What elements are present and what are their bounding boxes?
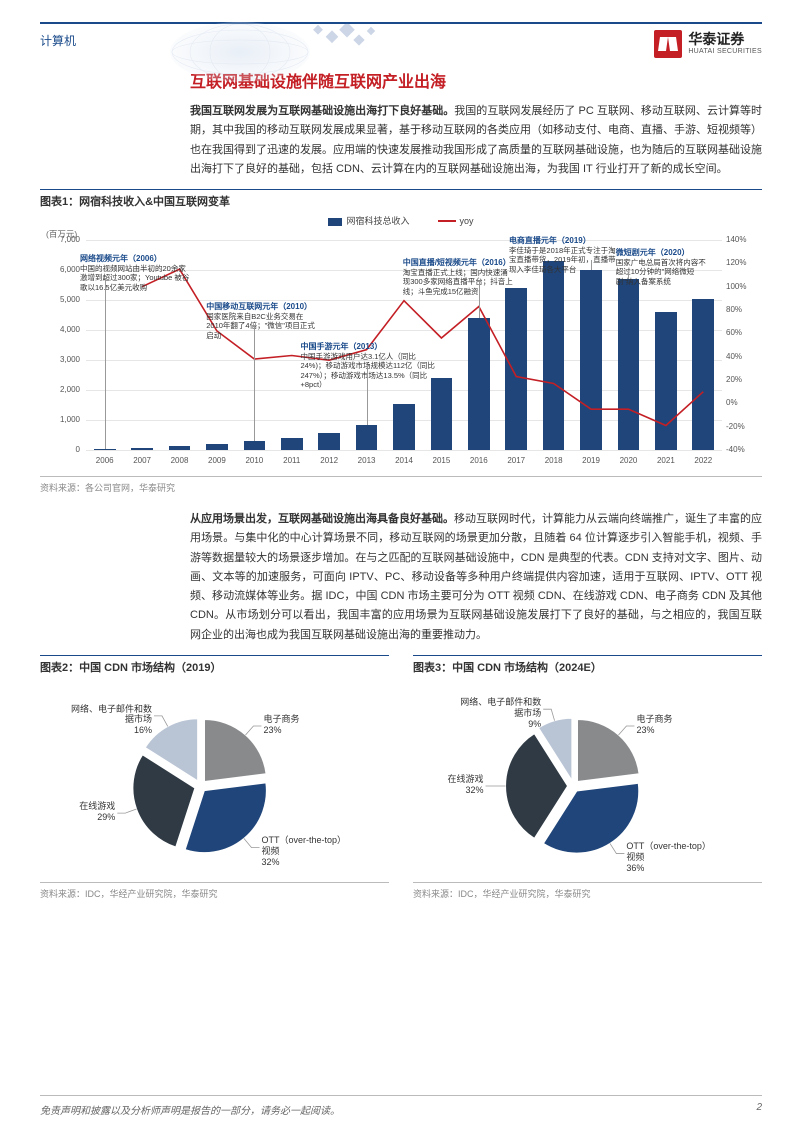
bar: [281, 438, 303, 450]
x-tick: 2011: [275, 456, 309, 465]
chart1-area: (百万元) 网宿科技总收入 yoy 01,0002,0003,0004,0005…: [40, 212, 762, 472]
chart1-title: 图表1：网宿科技收入&中国互联网变革: [40, 189, 762, 212]
bar: [580, 270, 602, 450]
x-tick: 2009: [200, 456, 234, 465]
bar: [393, 404, 415, 450]
bar: [356, 425, 378, 450]
bar: [655, 312, 677, 450]
bar: [543, 261, 565, 450]
bar: [169, 446, 191, 450]
footer-disclaimer: 免责声明和披露以及分析师声明是报告的一部分，请务必一起阅读。: [40, 1102, 340, 1117]
y-left-tick: 7,000: [46, 235, 80, 244]
top-border: [40, 22, 762, 24]
x-tick: 2018: [537, 456, 571, 465]
x-tick: 2020: [611, 456, 645, 465]
chart2-area: 电子商务23%OTT（over-the-top）视频32%在线游戏29%网络、电…: [40, 678, 389, 878]
x-tick: 2017: [499, 456, 533, 465]
para1-lead: 我国互联网发展为互联网基础设施出海打下良好基础。: [190, 105, 454, 117]
chart1-source: 资料来源：各公司官网，华泰研究: [40, 476, 762, 496]
bar: [244, 441, 266, 450]
x-tick: 2007: [125, 456, 159, 465]
para2-lead: 从应用场景出发，互联网基础设施出海具备良好基础。: [190, 513, 454, 525]
bar: [505, 288, 527, 450]
x-tick: 2010: [237, 456, 271, 465]
chart1-legend: 网宿科技总收入 yoy: [40, 214, 762, 227]
brand-logo: 华泰证券 HUATAI SECURITIES: [654, 30, 762, 58]
bar: [206, 444, 228, 450]
x-tick: 2015: [424, 456, 458, 465]
header-category: 计算机: [40, 30, 76, 49]
chart3-source: 资料来源：IDC，华经产业研究院，华泰研究: [413, 882, 762, 902]
y-right-tick: 140%: [726, 235, 760, 244]
bar: [318, 433, 340, 450]
page-header: 计算机 华泰证券 HUATAI SECURITIES: [40, 24, 762, 58]
chart2-title: 图表2：中国 CDN 市场结构（2019）: [40, 655, 389, 678]
chart2-block: 图表2：中国 CDN 市场结构（2019） 电子商务23%OTT（over-th…: [40, 655, 389, 902]
y-left-tick: 3,000: [46, 355, 80, 364]
y-right-tick: -20%: [726, 422, 760, 431]
x-tick: 2013: [350, 456, 384, 465]
x-tick: 2016: [462, 456, 496, 465]
logo-en: HUATAI SECURITIES: [688, 48, 762, 56]
chart3-area: 电子商务23%OTT（over-the-top）视频36%在线游戏32%网络、电…: [413, 678, 762, 878]
y-left-tick: 0: [46, 445, 80, 454]
chart-annotation: 网络视频元年（2006）中国的视频网站由半初的20余家激增到超过300家；You…: [80, 254, 190, 292]
chart2-source: 资料来源：IDC，华经产业研究院，华泰研究: [40, 882, 389, 902]
chart-annotation: 中国移动互联网元年（2010）国家医院来自B2C业务交易在2010年翻了4倍；"…: [206, 302, 316, 340]
x-tick: 2006: [88, 456, 122, 465]
logo-mark: [654, 30, 682, 58]
paragraph-2: 从应用场景出发，互联网基础设施出海具备良好基础。移动互联网时代，计算能力从云端向…: [190, 510, 762, 645]
chart1-block: 图表1：网宿科技收入&中国互联网变革 (百万元) 网宿科技总收入 yoy 01,…: [40, 189, 762, 496]
bar: [692, 299, 714, 451]
paragraph-1: 我国互联网发展为互联网基础设施出海打下良好基础。我国的互联网发展经历了 PC 互…: [190, 102, 762, 179]
bar: [618, 279, 640, 450]
chart-annotation: 微短剧元年（2020）国家广电总局首次将内容不超过10分钟的"网络微短剧"纳入备…: [616, 248, 708, 286]
y-right-tick: 100%: [726, 282, 760, 291]
bar: [94, 449, 116, 450]
x-tick: 2022: [686, 456, 720, 465]
y-left-tick: 1,000: [46, 415, 80, 424]
pie-row: 图表2：中国 CDN 市场结构（2019） 电子商务23%OTT（over-th…: [40, 655, 762, 902]
section-title: 互联网基础设施伴随互联网产业出海: [190, 68, 762, 92]
bar: [468, 318, 490, 450]
y-left-tick: 6,000: [46, 265, 80, 274]
y-right-tick: 120%: [726, 258, 760, 267]
chart-annotation: 中国直播/短视频元年（2016）淘宝直播正式上线；国内快速涌现300多家网络直播…: [403, 258, 513, 296]
x-tick: 2021: [649, 456, 683, 465]
y-right-tick: -40%: [726, 445, 760, 454]
footer-page: 2: [756, 1102, 762, 1117]
y-right-tick: 60%: [726, 328, 760, 337]
y-right-tick: 0%: [726, 398, 760, 407]
legend-bar: 网宿科技总收入: [328, 214, 409, 227]
x-tick: 2019: [574, 456, 608, 465]
page-footer: 免责声明和披露以及分析师声明是报告的一部分，请务必一起阅读。 2: [40, 1095, 762, 1117]
bar: [131, 448, 153, 450]
x-tick: 2014: [387, 456, 421, 465]
logo-cn: 华泰证券: [688, 32, 762, 47]
x-tick: 2012: [312, 456, 346, 465]
x-tick: 2008: [163, 456, 197, 465]
y-right-tick: 80%: [726, 305, 760, 314]
y-left-tick: 5,000: [46, 295, 80, 304]
y-right-tick: 40%: [726, 352, 760, 361]
chart3-title: 图表3：中国 CDN 市场结构（2024E）: [413, 655, 762, 678]
chart3-block: 图表3：中国 CDN 市场结构（2024E） 电子商务23%OTT（over-t…: [413, 655, 762, 902]
y-right-tick: 20%: [726, 375, 760, 384]
chart-annotation: 中国手游元年（2013）中国手游游戏用户达3.1亿人（同比24%)；移动游戏市场…: [300, 342, 435, 390]
legend-line: yoy: [438, 216, 474, 226]
chart-annotation: 电商直播元年（2019）李佳琦于是2018年正式专注于淘宝直播带货，2019年初…: [509, 236, 619, 274]
y-left-tick: 2,000: [46, 385, 80, 394]
y-left-tick: 4,000: [46, 325, 80, 334]
page: 计算机 华泰证券 HUATAI SECURITIES 互联网基础设施伴随互联网产…: [0, 0, 802, 1133]
para2-body: 移动互联网时代，计算能力从云端向终端推广，诞生了丰富的应用场景。与集中化的中心计…: [190, 513, 762, 641]
